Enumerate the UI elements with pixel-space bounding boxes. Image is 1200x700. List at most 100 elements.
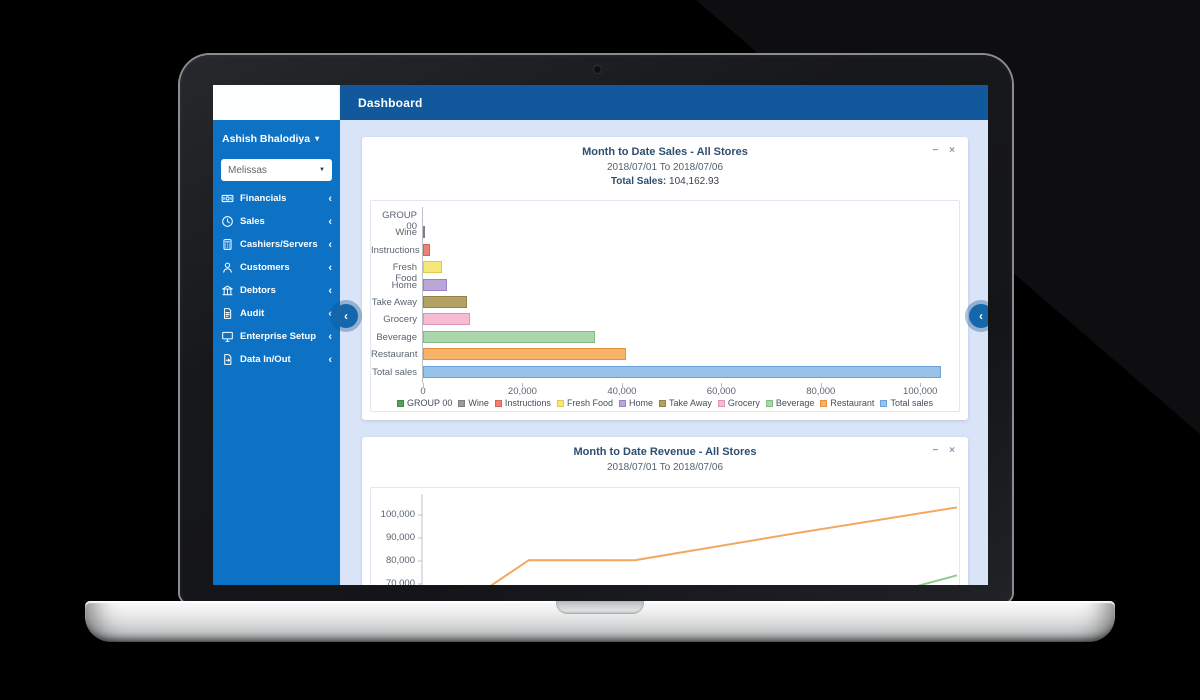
y-axis-tick-label: 90,000 (385, 532, 415, 543)
line-chart: 100,000 90,000 80,000 70,000 (370, 487, 960, 585)
panel-header: Month to Date Sales - All Stores 2018/07… (362, 137, 968, 189)
panel-controls: − × (932, 445, 955, 456)
chevron-collapse-icon: ‹ (328, 261, 332, 274)
bar-row-total-sales: Total sales (371, 364, 959, 381)
panel-title: Month to Date Revenue - All Stores (573, 446, 757, 458)
x-axis-tick-mark (423, 383, 424, 387)
sidebar-item-sales[interactable]: Sales ‹ (213, 210, 340, 233)
user-icon (223, 262, 232, 273)
legend-item: GROUP 00 (397, 398, 452, 408)
sidebar-item-data-in-out[interactable]: Data In/Out ‹ (213, 348, 340, 371)
sidebar-item-enterprise-setup[interactable]: Enterprise Setup ‹ (213, 325, 340, 348)
x-axis-tick-label: 80,000 (806, 386, 836, 397)
document-icon (224, 308, 232, 319)
sidebar-item-label: Enterprise Setup (240, 331, 317, 342)
select-caret-icon: ▼ (319, 167, 325, 173)
monitor-icon (222, 331, 233, 342)
legend-swatch (717, 400, 725, 407)
sidebar-item-label: Financials (240, 193, 287, 204)
bar-segment (423, 313, 471, 326)
bar-row-take-away: Take Away (371, 294, 959, 311)
legend-swatch (880, 400, 888, 407)
chevron-collapse-icon: ‹ (328, 330, 332, 343)
bar-segment (423, 365, 941, 378)
close-icon[interactable]: × (949, 445, 955, 456)
minimize-icon[interactable]: − (932, 145, 939, 156)
sidebar-item-label: Customers (240, 262, 290, 273)
sidebar-item-customers[interactable]: Customers ‹ (213, 256, 340, 279)
bar-category-label: Grocery (383, 314, 417, 326)
x-axis-tick-label: 20,000 (507, 386, 537, 397)
panel-month-to-date-sales: Month to Date Sales - All Stores 2018/07… (362, 137, 968, 420)
sidebar-item-audit[interactable]: Audit ‹ (213, 302, 340, 325)
legend-item: Total sales (880, 398, 933, 408)
sidebar-item-financials[interactable]: Financials ‹ (213, 187, 340, 210)
y-axis-tick-label: 100,000 (380, 509, 415, 520)
file-transfer-icon (224, 354, 232, 365)
bar-row-instructions: Instructions (371, 242, 959, 259)
legend-item: Grocery (717, 398, 760, 408)
bar-chart: GROUP 00 Wine Instructions Fresh Food Home Ta… (370, 200, 960, 412)
legend-item: Wine (458, 398, 489, 408)
legend-swatch (397, 400, 405, 407)
x-axis-tick-label: 0 (420, 386, 426, 397)
dashboard-content: Month to Date Sales - All Stores 2018/07… (340, 120, 988, 585)
close-icon[interactable]: × (949, 145, 955, 156)
legend-swatch (458, 400, 466, 407)
legend-item: Beverage (765, 398, 814, 408)
x-axis-tick-mark (522, 383, 524, 387)
bar-segment (423, 348, 626, 361)
bar-row-restaurant: Restaurant (371, 346, 959, 363)
legend-item: Home (618, 398, 653, 408)
store-select-value: Melissas (228, 164, 267, 176)
chevron-collapse-icon: ‹ (328, 238, 332, 251)
panel-date-range: 2018/07/01 To 2018/07/06 (606, 161, 724, 173)
user-menu[interactable]: Ashish Bhalodiya ▾ (213, 120, 340, 150)
topbar: Dashboard (340, 85, 988, 120)
legend-swatch (618, 400, 626, 407)
laptop-lid-notch (556, 601, 644, 614)
chevron-collapse-icon: ‹ (328, 284, 332, 297)
x-axis-tick-label: 40,000 (607, 386, 637, 397)
chevron-left-icon: ‹ (979, 309, 983, 323)
x-axis-tick-mark (920, 383, 922, 387)
bar-segment (423, 243, 430, 256)
collapse-sidebar-button[interactable]: ‹ (334, 304, 358, 328)
bank-icon (222, 285, 233, 296)
sidebar-item-label: Sales (240, 216, 265, 227)
sidebar-item-debtors[interactable]: Debtors ‹ (213, 279, 340, 302)
app-screen: Dashboard Ashish Bhalodiya ▾ Melissas ▼ … (213, 85, 988, 585)
bar-category-label: Wine (395, 227, 417, 239)
legend-swatch (556, 400, 564, 407)
bar-category-label: Home (391, 279, 417, 291)
bar-category-label: Fresh Food (392, 262, 417, 285)
bar-segment (423, 330, 596, 343)
sidebar: Ashish Bhalodiya ▾ Melissas ▼ Financials… (213, 120, 340, 585)
panel-total-sales: Total Sales: 104,162.93 (362, 175, 968, 189)
money-icon (221, 194, 234, 203)
total-sales-label: Total Sales: (610, 175, 667, 187)
panel-scroll-button[interactable]: ‹ (969, 304, 988, 328)
legend-item: Restaurant (820, 398, 874, 408)
sidebar-item-label: Audit (240, 308, 265, 319)
x-axis-tick-mark (820, 383, 822, 387)
bar-row-fresh-food: Fresh Food (371, 259, 959, 284)
panel-month-to-date-revenue: Month to Date Revenue - All Stores 2018/… (362, 437, 968, 585)
laptop-screen-bezel: Dashboard Ashish Bhalodiya ▾ Melissas ▼ … (180, 55, 1012, 603)
x-axis-tick-label: 100,000 (903, 386, 938, 397)
y-axis-tick-label: 70,000 (385, 578, 415, 585)
panel-header: Month to Date Revenue - All Stores 2018/… (362, 437, 968, 475)
bar-segment (423, 261, 442, 274)
webcam-dot (593, 65, 602, 74)
chevron-collapse-icon: ‹ (328, 353, 332, 366)
minimize-icon[interactable]: − (932, 445, 939, 456)
bar-segment (423, 226, 425, 239)
line-chart-canvas (418, 494, 958, 585)
store-select[interactable]: Melissas ▼ (221, 159, 332, 181)
bar-chart-y-axis (422, 207, 423, 383)
sidebar-item-cashiers-servers[interactable]: Cashiers/Servers ‹ (213, 233, 340, 256)
sidebar-nav: Financials ‹ Sales ‹ Cashiers/Servers ‹ Custom… (213, 187, 340, 371)
bar-segment (423, 296, 468, 308)
bar-segment (423, 278, 448, 291)
